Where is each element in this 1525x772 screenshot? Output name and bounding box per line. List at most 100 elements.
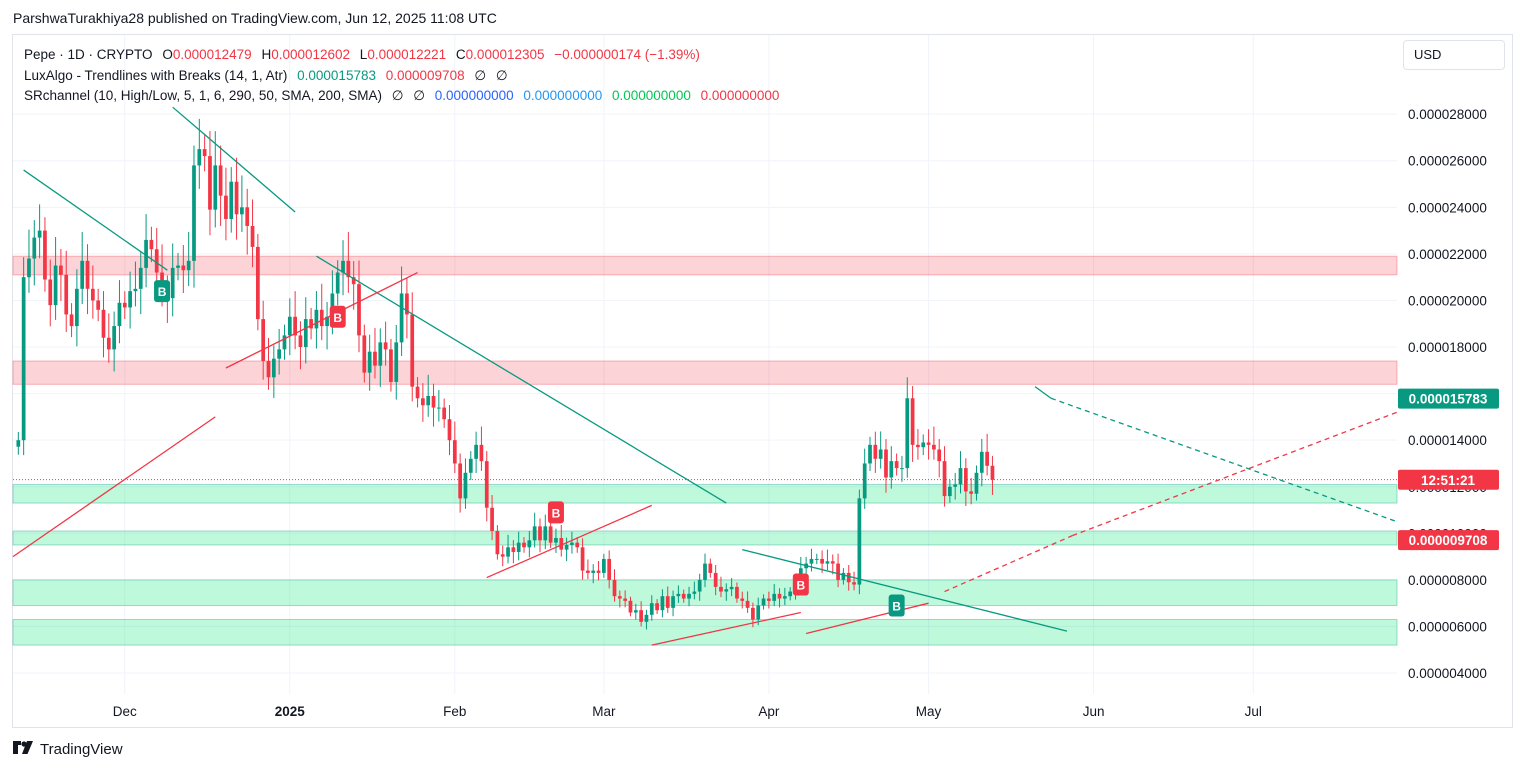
candle-body[interactable] bbox=[836, 563, 840, 580]
candle-body[interactable] bbox=[644, 614, 649, 622]
candle-body[interactable] bbox=[820, 558, 824, 564]
candle-body[interactable] bbox=[234, 181, 239, 215]
candle-body[interactable] bbox=[767, 598, 771, 601]
candle-body[interactable] bbox=[27, 258, 31, 278]
candle-body[interactable] bbox=[511, 547, 516, 552]
candle-body[interactable] bbox=[106, 337, 111, 350]
candle-body[interactable] bbox=[357, 284, 361, 336]
candle-body[interactable] bbox=[969, 491, 974, 494]
candle-body[interactable] bbox=[240, 207, 244, 215]
candle-body[interactable] bbox=[75, 288, 79, 327]
candle-body[interactable] bbox=[532, 526, 537, 541]
candle-body[interactable] bbox=[479, 444, 484, 462]
candle-body[interactable] bbox=[101, 309, 106, 338]
candle-body[interactable] bbox=[612, 579, 617, 597]
candle-body[interactable] bbox=[468, 458, 473, 473]
candle-body[interactable] bbox=[266, 361, 271, 378]
candle-body[interactable] bbox=[218, 165, 223, 196]
candle-body[interactable] bbox=[979, 451, 984, 473]
candle-body[interactable] bbox=[298, 335, 303, 348]
candle-body[interactable] bbox=[841, 572, 846, 580]
legend-srchannel-row[interactable]: SRchannel (10, High/Low, 5, 1, 6, 290, 5… bbox=[24, 86, 779, 107]
candle-body[interactable] bbox=[947, 486, 952, 497]
candle-body[interactable] bbox=[575, 542, 580, 548]
candle-body[interactable] bbox=[341, 260, 345, 273]
candle-body[interactable] bbox=[873, 444, 878, 459]
candle-body[interactable] bbox=[761, 598, 766, 606]
candle-body[interactable] bbox=[639, 610, 643, 622]
candle-body[interactable] bbox=[181, 265, 186, 271]
candle-body[interactable] bbox=[330, 293, 335, 317]
candle-body[interactable] bbox=[942, 461, 947, 497]
candle-body[interactable] bbox=[868, 444, 872, 464]
candle-body[interactable] bbox=[325, 316, 329, 327]
candle-body[interactable] bbox=[724, 589, 729, 592]
candle-body[interactable] bbox=[138, 267, 143, 289]
candle-body[interactable] bbox=[921, 442, 926, 448]
candle-body[interactable] bbox=[713, 572, 718, 587]
candle-body[interactable] bbox=[490, 507, 494, 531]
candle-body[interactable] bbox=[96, 300, 101, 310]
footer-brand[interactable]: TradingView bbox=[13, 741, 123, 758]
candle-body[interactable] bbox=[596, 570, 601, 573]
candle-body[interactable] bbox=[133, 288, 138, 292]
candle-body[interactable] bbox=[213, 165, 218, 210]
candle-body[interactable] bbox=[421, 398, 425, 406]
candle-body[interactable] bbox=[985, 451, 989, 466]
candle-body[interactable] bbox=[176, 265, 180, 268]
candle-body[interactable] bbox=[522, 542, 526, 548]
trendline-red[interactable] bbox=[225, 271, 418, 369]
candle-body[interactable] bbox=[16, 440, 21, 447]
candle-body[interactable] bbox=[900, 468, 904, 470]
candle-body[interactable] bbox=[617, 596, 622, 599]
candle-body[interactable] bbox=[564, 544, 569, 550]
candle-body[interactable] bbox=[846, 572, 851, 583]
candle-body[interactable] bbox=[926, 442, 931, 445]
candle-body[interactable] bbox=[277, 349, 282, 359]
candle-body[interactable] bbox=[186, 260, 191, 271]
candle-body[interactable] bbox=[144, 239, 148, 268]
break-marker[interactable] bbox=[792, 573, 809, 596]
candle-body[interactable] bbox=[389, 349, 393, 382]
candle-body[interactable] bbox=[591, 570, 596, 573]
trendline-red[interactable] bbox=[486, 504, 653, 579]
currency-selector[interactable]: USD bbox=[1403, 40, 1505, 70]
candle-body[interactable] bbox=[367, 351, 372, 373]
trendline-green[interactable] bbox=[172, 106, 296, 213]
candle-body[interactable] bbox=[335, 272, 340, 294]
candle-body[interactable] bbox=[224, 195, 228, 219]
candle-body[interactable] bbox=[351, 277, 356, 285]
candle-body[interactable] bbox=[937, 449, 942, 462]
candle-body[interactable] bbox=[958, 468, 963, 485]
candle-body[interactable] bbox=[788, 591, 793, 597]
break-marker[interactable] bbox=[329, 305, 346, 328]
candle-body[interactable] bbox=[250, 225, 255, 247]
candle-body[interactable] bbox=[271, 358, 276, 378]
trendline-red[interactable] bbox=[12, 416, 216, 558]
candle-body[interactable] bbox=[282, 335, 287, 350]
candle-body[interactable] bbox=[128, 291, 132, 308]
candle-body[interactable] bbox=[346, 260, 351, 278]
legend-symbol-row[interactable]: Pepe · 1D · CRYPTO O0.000012479 H0.00001… bbox=[24, 45, 779, 66]
candle-body[interactable] bbox=[314, 309, 319, 329]
candle-body[interactable] bbox=[112, 326, 117, 350]
candle-body[interactable] bbox=[910, 398, 915, 445]
candle-body[interactable] bbox=[506, 547, 510, 557]
candle-body[interactable] bbox=[80, 260, 85, 289]
candle-body[interactable] bbox=[192, 165, 196, 261]
candle-body[interactable] bbox=[538, 526, 542, 541]
candle-body[interactable] bbox=[495, 530, 500, 555]
candle-body[interactable] bbox=[857, 498, 862, 585]
candle-body[interactable] bbox=[665, 596, 670, 608]
candle-body[interactable] bbox=[777, 593, 782, 599]
candle-body[interactable] bbox=[916, 444, 920, 448]
candle-body[interactable] bbox=[990, 465, 995, 480]
legend-luxalgo-row[interactable]: LuxAlgo - Trendlines with Breaks (14, 1,… bbox=[24, 66, 779, 87]
candle-body[interactable] bbox=[255, 246, 260, 320]
candle-body[interactable] bbox=[261, 319, 266, 362]
candle-body[interactable] bbox=[85, 260, 90, 289]
candle-body[interactable] bbox=[660, 596, 665, 611]
candle-body[interactable] bbox=[649, 603, 654, 615]
candle-body[interactable] bbox=[208, 156, 212, 210]
trendline-green[interactable] bbox=[316, 255, 727, 504]
